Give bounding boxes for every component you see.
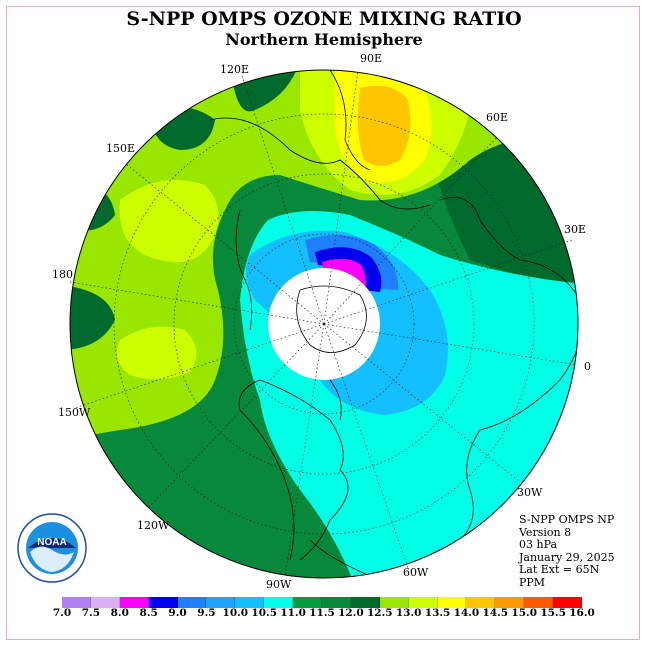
colorbar-tick-label: 8.5 xyxy=(139,607,158,619)
colorbar-swatch xyxy=(206,597,236,608)
lon-label-120w: 120W xyxy=(137,519,170,532)
colorbar-tick-label: 7.0 xyxy=(52,607,72,619)
colorbar-tick-label: 16.0 xyxy=(569,607,595,619)
coast-north-america xyxy=(238,379,349,561)
lon-label-0: 0 xyxy=(584,360,591,373)
info-date: January 29, 2025 xyxy=(519,550,615,564)
colorbar xyxy=(62,597,583,608)
colorbar-tick-label: 10.0 xyxy=(222,607,249,619)
lon-label-90w: 90W xyxy=(266,578,292,591)
colorbar-swatch xyxy=(62,597,91,608)
lon-label-150e: 150E xyxy=(106,142,135,155)
coast-india xyxy=(329,70,371,171)
coast-caribbean xyxy=(309,539,451,578)
colorbar-swatch xyxy=(408,597,438,608)
colorbar-tick-label: 15.5 xyxy=(540,607,566,619)
meridian-60w xyxy=(323,323,409,569)
meridian-60e xyxy=(323,135,499,325)
field-lime-blob-south xyxy=(116,326,197,380)
lon-label-90e: 90E xyxy=(360,52,382,65)
colorbar-swatch xyxy=(524,597,554,608)
colorbar-swatch xyxy=(235,597,265,608)
colorbar-tick-label: 11.5 xyxy=(309,607,335,619)
colorbar-swatch xyxy=(177,597,207,608)
meridian-90e xyxy=(323,69,359,325)
noaa-logo: NOAA xyxy=(17,513,87,583)
field-yellow-green xyxy=(70,70,578,440)
lat-circle-45 xyxy=(173,173,475,475)
colorbar-swatch xyxy=(379,597,409,608)
meridian-0 xyxy=(323,323,578,366)
lon-label-30w: 30W xyxy=(517,486,543,499)
colorbar-tick-label: 9.5 xyxy=(197,607,216,619)
colorbar-tick-label: 13.0 xyxy=(395,607,422,619)
colorbar-labels: 7.0 7.5 8.0 8.5 9.0 9.5 10.0 10.5 11.0 11.5 12.0 12… xyxy=(53,607,595,621)
colorbar-tick-label: 7.5 xyxy=(81,607,101,619)
colorbar-swatch xyxy=(119,597,149,608)
map-title: S-NPP OMPS OZONE MIXING RATIO xyxy=(126,8,522,30)
info-lat-ext: Lat Ext = 65N xyxy=(519,563,600,577)
lon-label-150w: 150W xyxy=(58,406,91,419)
field-lime-blob-west xyxy=(119,180,219,263)
coast-greenland xyxy=(329,379,342,421)
colorbar-tick-label: 10.5 xyxy=(251,607,278,619)
field-orange-max xyxy=(357,85,411,166)
map-subtitle: Northern Hemisphere xyxy=(225,30,423,49)
colorbar-swatch xyxy=(322,597,351,608)
colorbar-swatch xyxy=(350,597,380,608)
colorbar-tick-label: 14.0 xyxy=(453,607,480,619)
info-units: PPM xyxy=(519,575,546,589)
meridian-150e xyxy=(125,163,325,325)
colorbar-swatch xyxy=(437,597,467,608)
colorbar-tick-label: 12.0 xyxy=(338,607,364,619)
lat-circle-30 xyxy=(113,113,535,535)
meridian-120w xyxy=(147,323,325,509)
colorbar-tick-label: 12.5 xyxy=(366,607,393,619)
lon-label-120e: 120E xyxy=(220,63,249,76)
noaa-logo-text: NOAA xyxy=(37,537,66,548)
info-level: 03 hPa xyxy=(519,538,558,552)
lon-label-60w: 60W xyxy=(403,566,429,579)
lon-label-60e: 60E xyxy=(486,111,508,124)
colorbar-swatch xyxy=(148,597,178,608)
colorbar-tick-label: 15.0 xyxy=(511,607,538,619)
colorbar-tick-label: 9.0 xyxy=(168,607,187,619)
colorbar-swatch xyxy=(495,597,525,608)
colorbar-tick-label: 11.0 xyxy=(280,607,306,619)
info-version: Version 8 xyxy=(519,525,572,539)
colorbar-tick-label: 14.5 xyxy=(482,607,509,619)
info-product: S-NPP OMPS NP xyxy=(519,513,615,526)
lon-label-30e: 30E xyxy=(564,223,586,236)
coast-arctic xyxy=(296,285,367,353)
field-dark-blob-180 xyxy=(70,285,115,350)
meridian-90w xyxy=(284,323,325,577)
colorbar-tick-label: 8.0 xyxy=(110,607,129,619)
lon-label-180: 180 xyxy=(52,268,73,281)
colorbar-swatch xyxy=(293,597,323,608)
colorbar-swatch xyxy=(90,597,120,608)
colorbar-swatch xyxy=(553,597,583,608)
colorbar-swatch xyxy=(466,597,496,608)
coast-asia xyxy=(209,117,431,210)
colorbar-swatch xyxy=(264,597,294,608)
meridian-180 xyxy=(69,281,325,325)
colorbar-tick-label: 13.5 xyxy=(424,607,451,619)
product-info: S-NPP OMPS NP Version 8 03 hPa January 2… xyxy=(519,513,615,590)
graticule xyxy=(69,69,578,577)
map-boundary xyxy=(69,69,579,579)
lat-circle-60 xyxy=(233,233,415,415)
